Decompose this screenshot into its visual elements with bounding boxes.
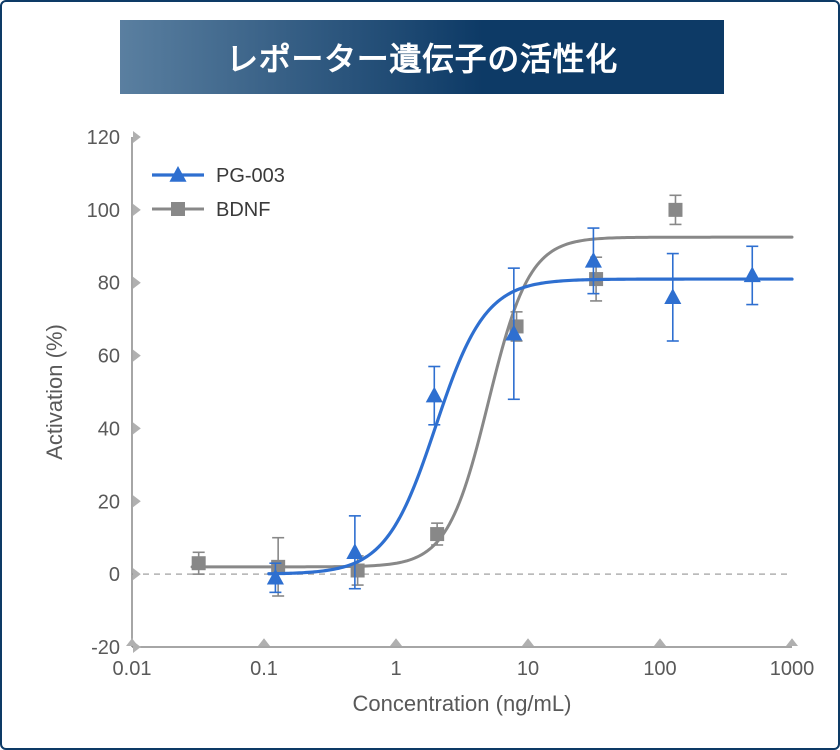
x-axis-label: Concentration (ng/mL) [353, 691, 572, 716]
xtick-label: 1000 [770, 658, 815, 680]
chart-card: レポーター遺伝子の活性化 -20 0 20 40 60 80 100 120 0.01 0.1 1 1… [0, 0, 840, 750]
plot-area: -20 0 20 40 60 80 100 120 0.01 0.1 1 10 100 1000 Activ… [22, 117, 822, 737]
ytick-label: 100 [87, 200, 120, 222]
xtick-label: 10 [517, 658, 539, 680]
ytick-label: 0 [109, 564, 120, 586]
page-title: レポーター遺伝子の活性化 [226, 34, 618, 80]
ytick-label: -20 [91, 637, 120, 659]
y-axis-label: Activation (%) [42, 324, 67, 460]
ytick-label: 60 [98, 346, 120, 368]
legend-item-label: BDNF [216, 199, 270, 221]
ytick-label: 80 [98, 273, 120, 295]
ytick-label: 120 [87, 127, 120, 149]
ytick-label: 40 [98, 418, 120, 440]
xtick-label: 0.1 [250, 658, 278, 680]
legend: PG-003 BDNF [152, 165, 285, 221]
dose-response-chart: -20 0 20 40 60 80 100 120 0.01 0.1 1 10 100 1000 Activ… [22, 117, 822, 737]
title-banner: レポーター遺伝子の活性化 [120, 20, 724, 94]
xtick-label: 1 [390, 658, 401, 680]
xtick-label: 100 [643, 658, 676, 680]
xtick-label: 0.01 [113, 658, 152, 680]
ytick-label: 20 [98, 491, 120, 513]
legend-item-label: PG-003 [216, 165, 285, 187]
